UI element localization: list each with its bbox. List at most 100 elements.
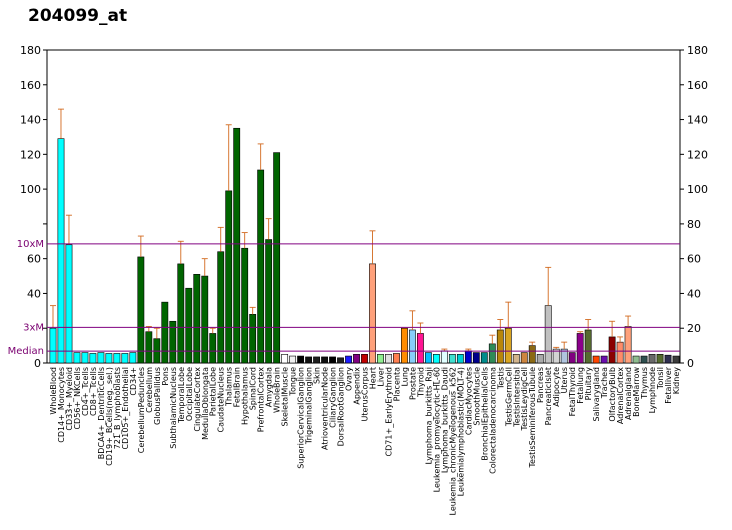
bar bbox=[161, 301, 169, 364]
x-tick-label: OlfactoryBulb bbox=[608, 367, 617, 422]
x-tick-label: UterusCorpus bbox=[361, 367, 370, 422]
x-tick-label: BDCA4+_DentriticCells bbox=[97, 367, 106, 459]
bar bbox=[177, 263, 185, 364]
x-tick-label: Adrenalgland bbox=[624, 367, 633, 420]
bar bbox=[97, 352, 105, 364]
bar bbox=[201, 275, 209, 364]
bar bbox=[321, 356, 328, 364]
bar bbox=[440, 350, 448, 364]
x-tick-label: Pancreas bbox=[536, 367, 545, 403]
x-tick-label: Leukemia_chronicMyelogenous_k562 bbox=[448, 367, 457, 515]
bar bbox=[353, 354, 360, 364]
bar bbox=[193, 274, 201, 364]
bar bbox=[361, 354, 368, 364]
x-tick-label: BoneMarrow bbox=[632, 367, 641, 417]
x-tick-label: Ovary bbox=[345, 367, 354, 391]
x-tick-label: CerebellumPeduncles bbox=[137, 367, 146, 453]
bar bbox=[329, 356, 336, 364]
x-tick-label: Uterus bbox=[560, 367, 569, 393]
x-tick-label: Leukemialymphoblastic(MOLT-4) bbox=[456, 367, 465, 496]
bar bbox=[568, 352, 576, 364]
x-tick-label: Fetallung bbox=[576, 367, 585, 404]
x-tick-label: BronchialEpithelialCells bbox=[480, 367, 489, 461]
y-tick-label-left: 100 bbox=[20, 183, 41, 196]
bar bbox=[640, 355, 648, 364]
x-tick-label: Thymus bbox=[640, 367, 649, 400]
bar bbox=[217, 251, 225, 364]
x-tick-label: 721_B_lymphoblasts bbox=[113, 367, 122, 449]
x-tick-label: FetalBrain bbox=[233, 367, 242, 407]
y-tick-label-left: 160 bbox=[20, 79, 41, 92]
y-tick-label-right: 160 bbox=[687, 79, 708, 92]
y-tick-label-right: 80 bbox=[687, 218, 701, 231]
x-tick-label: CiliaryGanglion bbox=[329, 367, 338, 428]
y-tick-label-right: 140 bbox=[687, 114, 708, 127]
bar bbox=[113, 353, 121, 364]
x-tick-label: Pons bbox=[161, 367, 170, 386]
bar bbox=[89, 353, 97, 364]
bar bbox=[385, 354, 392, 364]
x-tick-label: Pituitary bbox=[584, 367, 593, 401]
x-tick-label: CaudateNucleus bbox=[217, 367, 226, 432]
x-tick-label: Lymphnode bbox=[648, 367, 657, 413]
bar bbox=[121, 353, 129, 364]
bar bbox=[169, 320, 177, 364]
y-tick-label-right: 20 bbox=[687, 322, 701, 335]
bar bbox=[672, 355, 680, 364]
x-tick-label: CD34+ bbox=[129, 367, 138, 396]
x-tick-label: TemporalLobe bbox=[177, 367, 186, 424]
x-tick-label: CD14+_Monocytes bbox=[57, 367, 66, 443]
bar bbox=[592, 355, 600, 364]
x-tick-label: Colorectaladenocarcinoma bbox=[488, 367, 497, 474]
bar bbox=[432, 354, 440, 364]
x-tick-label: Leukemia_promyelocytic-HL-60 bbox=[432, 367, 441, 492]
y-tick-label-left: 120 bbox=[20, 148, 41, 161]
bar bbox=[401, 327, 408, 364]
x-tick-label: TestisLeydigCell bbox=[520, 367, 529, 431]
bar bbox=[369, 263, 376, 364]
y-tick-label-left: 180 bbox=[20, 44, 41, 57]
x-tick-label: SpinalCord bbox=[249, 367, 258, 410]
x-tick-label: FetalThyroid bbox=[568, 367, 577, 416]
x-tick-label: CardiacMyocytes bbox=[464, 367, 473, 435]
bar bbox=[281, 354, 289, 364]
bar bbox=[448, 354, 456, 364]
y-tick-label-left: 40 bbox=[27, 287, 41, 300]
bar bbox=[49, 327, 57, 364]
bar bbox=[273, 152, 281, 364]
bar bbox=[289, 355, 297, 364]
x-tick-label: CD19+_BCells(neg._sel.) bbox=[105, 367, 114, 466]
x-tick-label: Salivarygland bbox=[592, 367, 601, 421]
x-tick-label: Cerebellum bbox=[145, 367, 154, 413]
reference-line-label: Median bbox=[8, 346, 44, 357]
bar bbox=[504, 327, 512, 364]
bar bbox=[632, 355, 640, 364]
y-tick-label-left: 0 bbox=[34, 357, 41, 370]
bar bbox=[544, 305, 552, 364]
x-tick-label: GlobusPallidus bbox=[153, 367, 162, 425]
bar bbox=[145, 331, 153, 364]
bar bbox=[624, 326, 632, 364]
bar bbox=[456, 354, 464, 364]
x-tick-label: CD8+_Tcells bbox=[89, 367, 98, 416]
x-tick-label: SmoothMuscle bbox=[472, 367, 481, 426]
y-tick-label-left: 60 bbox=[27, 253, 41, 266]
x-tick-label: CD33+_Myeloid bbox=[65, 367, 74, 431]
bar bbox=[600, 355, 608, 364]
bar bbox=[81, 352, 89, 364]
y-tick-label-right: 120 bbox=[687, 148, 708, 161]
bar bbox=[73, 352, 81, 364]
bar bbox=[377, 354, 384, 364]
x-tick-label: Lymphoma_burkitts_Raji bbox=[424, 367, 433, 464]
x-tick-label: CD56+_NKCells bbox=[73, 367, 82, 430]
x-tick-label: CingulateCortex bbox=[193, 367, 202, 432]
x-tick-label: Heart bbox=[368, 367, 377, 389]
x-tick-label: WholeBlood bbox=[49, 367, 58, 415]
x-tick-label: Placenta bbox=[392, 367, 401, 401]
bar bbox=[648, 354, 656, 364]
reference-line-label: 10xM bbox=[17, 239, 44, 250]
x-tick-label: DorsalRootGanglion bbox=[337, 367, 346, 446]
bar bbox=[345, 355, 352, 364]
bar bbox=[241, 247, 249, 364]
y-tick-label-right: 40 bbox=[687, 287, 701, 300]
